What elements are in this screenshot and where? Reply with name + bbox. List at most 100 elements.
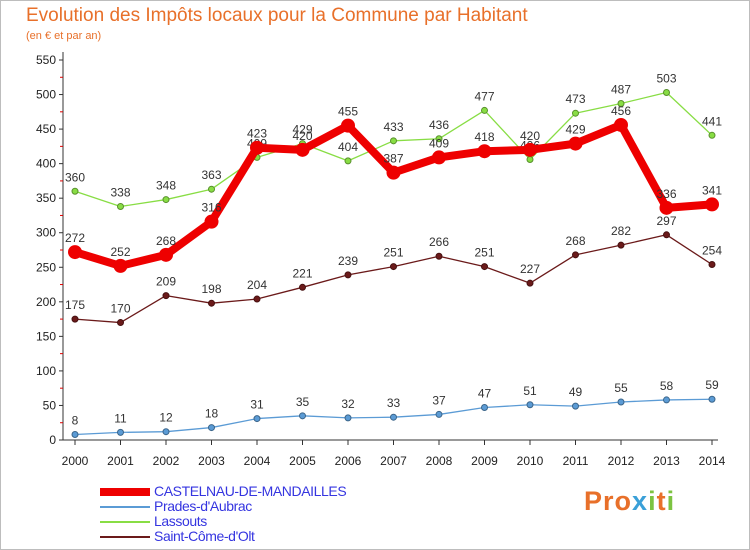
- data-point: [572, 109, 579, 117]
- data-label: 404: [338, 140, 358, 154]
- data-point: [208, 299, 215, 307]
- data-point: [208, 185, 215, 193]
- logo-letter: o: [614, 486, 633, 516]
- legend-label: CASTELNAU-DE-MANDAILLES: [154, 483, 347, 499]
- data-label: 12: [159, 411, 173, 425]
- legend-swatch: [100, 506, 150, 508]
- data-point: [71, 187, 79, 195]
- data-label: 429: [565, 123, 585, 137]
- data-label: 221: [292, 266, 312, 280]
- x-tick-label: 2002: [153, 454, 180, 468]
- data-label: 455: [338, 105, 358, 119]
- data-label: 58: [660, 379, 674, 393]
- data-point: [617, 241, 625, 249]
- data-label: 436: [429, 118, 449, 132]
- series-lassouts: 3603383483634094294044334364774064734875…: [65, 71, 722, 210]
- y-tick-label: 250: [36, 260, 56, 274]
- y-tick-label: 150: [36, 329, 56, 343]
- data-label: 456: [611, 104, 631, 118]
- data-label: 433: [383, 120, 403, 134]
- logo-letter: x: [632, 486, 649, 516]
- data-point: [253, 415, 261, 423]
- data-label: 268: [565, 234, 585, 248]
- data-label: 37: [432, 393, 446, 407]
- y-tick-label: 200: [36, 295, 56, 309]
- proxiti-logo: Proxiti: [584, 486, 675, 517]
- data-label: 251: [383, 246, 403, 260]
- x-tick-label: 2009: [471, 454, 498, 468]
- data-point: [159, 247, 173, 262]
- data-point: [663, 231, 670, 239]
- data-label: 209: [156, 275, 176, 289]
- data-label: 175: [65, 298, 85, 312]
- data-label: 316: [201, 201, 221, 215]
- data-label: 282: [611, 224, 631, 238]
- legend-swatch: [100, 521, 150, 523]
- x-tick-label: 2000: [62, 454, 89, 468]
- data-label: 297: [656, 214, 676, 228]
- data-point: [390, 137, 397, 145]
- data-point: [435, 135, 443, 143]
- data-label: 31: [250, 398, 264, 412]
- x-tick-label: 2003: [198, 454, 225, 468]
- legend-label: Lassouts: [154, 513, 207, 529]
- data-point: [68, 245, 82, 260]
- data-label: 336: [656, 187, 676, 201]
- x-tick-label: 2006: [335, 454, 362, 468]
- data-point: [708, 395, 716, 403]
- data-point: [614, 117, 628, 132]
- series-prades-d-aubrac: 8 11 12 18 31 35 32 33 37 47 51 49 55 58 59: [71, 378, 719, 438]
- logo-letter: i: [666, 486, 676, 516]
- plot-area: 8 11 12 18 31 35 32 33 37 47 51 49 55 58 59 360 338 348 36…: [65, 71, 722, 438]
- data-label: 503: [656, 71, 676, 85]
- data-point: [344, 157, 352, 165]
- data-point: [253, 295, 261, 303]
- data-point: [71, 315, 79, 323]
- y-tick-label: 550: [36, 53, 56, 67]
- data-point: [705, 197, 719, 212]
- legend-swatch: [100, 488, 150, 496]
- logo-letter: i: [648, 486, 657, 516]
- logo-letter: t: [656, 486, 667, 516]
- data-point: [572, 402, 579, 410]
- data-point: [162, 428, 170, 436]
- data-point: [523, 142, 537, 157]
- legend-swatch: [100, 536, 150, 538]
- data-point: [113, 258, 128, 273]
- data-label: 409: [429, 136, 449, 150]
- data-point: [344, 271, 352, 279]
- y-tick-label: 50: [43, 398, 57, 412]
- data-label: 170: [110, 302, 130, 316]
- data-point: [299, 412, 306, 420]
- data-label: 418: [474, 130, 494, 144]
- data-label: 473: [565, 92, 585, 106]
- x-tick-label: 2004: [244, 454, 271, 468]
- legend-label: Prades-d'Aubrac: [154, 498, 252, 514]
- data-point: [659, 200, 674, 215]
- data-label: 204: [247, 278, 267, 292]
- data-label: 35: [296, 395, 310, 409]
- data-point: [204, 214, 219, 229]
- data-point: [390, 263, 397, 271]
- x-tick-label: 2007: [380, 454, 407, 468]
- data-label: 441: [702, 114, 722, 128]
- data-label: 55: [614, 381, 628, 395]
- chart-subtitle: (en € et par an): [26, 30, 102, 42]
- legend-label: Saint-Côme-d'Olt: [154, 528, 255, 544]
- data-point: [386, 165, 401, 180]
- x-tick-label: 2008: [426, 454, 453, 468]
- x-tick-label: 2011: [563, 454, 589, 468]
- series-saint-c-me-d-olt: 175 170 209 198 204 221 239 251 266 251 227 268 282 2…: [65, 214, 722, 327]
- data-point: [526, 279, 534, 287]
- chart-title: Evolution des Impôts locaux pour la Comm…: [26, 5, 528, 26]
- data-point: [708, 261, 716, 269]
- data-label: 341: [702, 183, 722, 197]
- data-label: 227: [520, 262, 540, 276]
- data-point: [526, 155, 534, 163]
- data-point: [617, 398, 625, 406]
- x-tick-label: 2005: [289, 454, 316, 468]
- y-tick-label: 100: [36, 364, 56, 378]
- data-point: [299, 283, 306, 291]
- data-label: 272: [65, 231, 85, 245]
